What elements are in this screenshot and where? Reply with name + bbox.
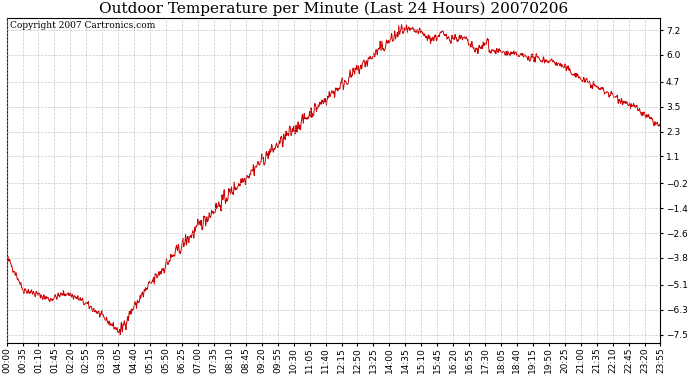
Title: Outdoor Temperature per Minute (Last 24 Hours) 20070206: Outdoor Temperature per Minute (Last 24 … <box>99 2 568 16</box>
Text: Copyright 2007 Cartronics.com: Copyright 2007 Cartronics.com <box>10 21 155 30</box>
